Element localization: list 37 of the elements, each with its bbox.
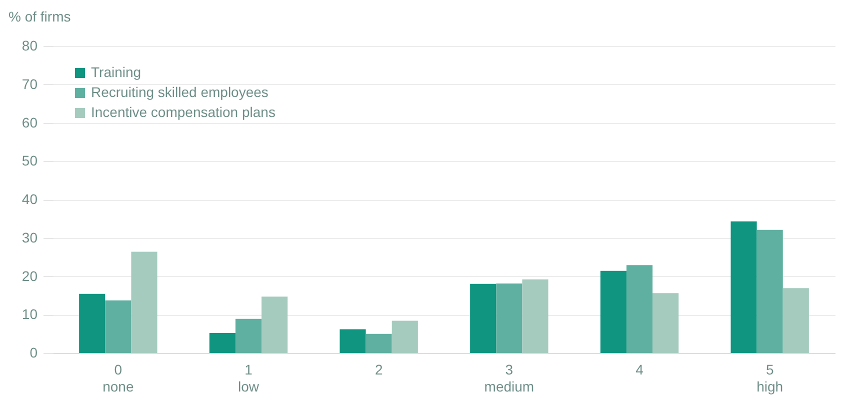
y-axis-title: % of firms: [8, 8, 71, 24]
y-tick-label: 50: [22, 152, 38, 169]
y-tick-label: 0: [30, 344, 38, 360]
y-tick-label: 40: [22, 191, 38, 207]
x-tick-label: 5 high: [756, 362, 784, 394]
x-tick-label: 2: [374, 362, 383, 378]
y-tick-label: 10: [22, 306, 38, 322]
legend-label: Incentive compensation plans: [91, 104, 276, 120]
bar: [522, 279, 548, 353]
legend-label: Training: [91, 64, 142, 80]
bar: [626, 265, 653, 353]
bar: [730, 221, 757, 353]
bar: [235, 318, 262, 353]
y-tick-label: 80: [22, 38, 38, 54]
bar: [105, 300, 132, 353]
bar: [340, 329, 366, 353]
bar: [782, 288, 809, 353]
bar: [756, 230, 783, 353]
bar: [131, 252, 158, 353]
bar: [209, 333, 236, 353]
bar: [366, 334, 392, 353]
y-tick-label: 60: [22, 114, 38, 130]
bar: [600, 270, 626, 353]
y-tick-label: 30: [22, 229, 38, 246]
bar: [262, 296, 288, 353]
bar: [496, 284, 522, 353]
bar: [392, 320, 418, 353]
x-tick-label: 1 low: [238, 362, 260, 394]
bar: [79, 294, 106, 353]
legend-label: Recruiting skilled employees: [91, 84, 268, 100]
x-tick-label: 3 medium: [484, 362, 534, 394]
x-tick-label: 0 none: [102, 362, 134, 394]
y-tick-label: 70: [22, 76, 38, 92]
bar: [652, 293, 679, 353]
x-tick-label: 4: [636, 362, 644, 378]
bar: [470, 284, 496, 353]
y-tick-label: 20: [22, 268, 38, 284]
